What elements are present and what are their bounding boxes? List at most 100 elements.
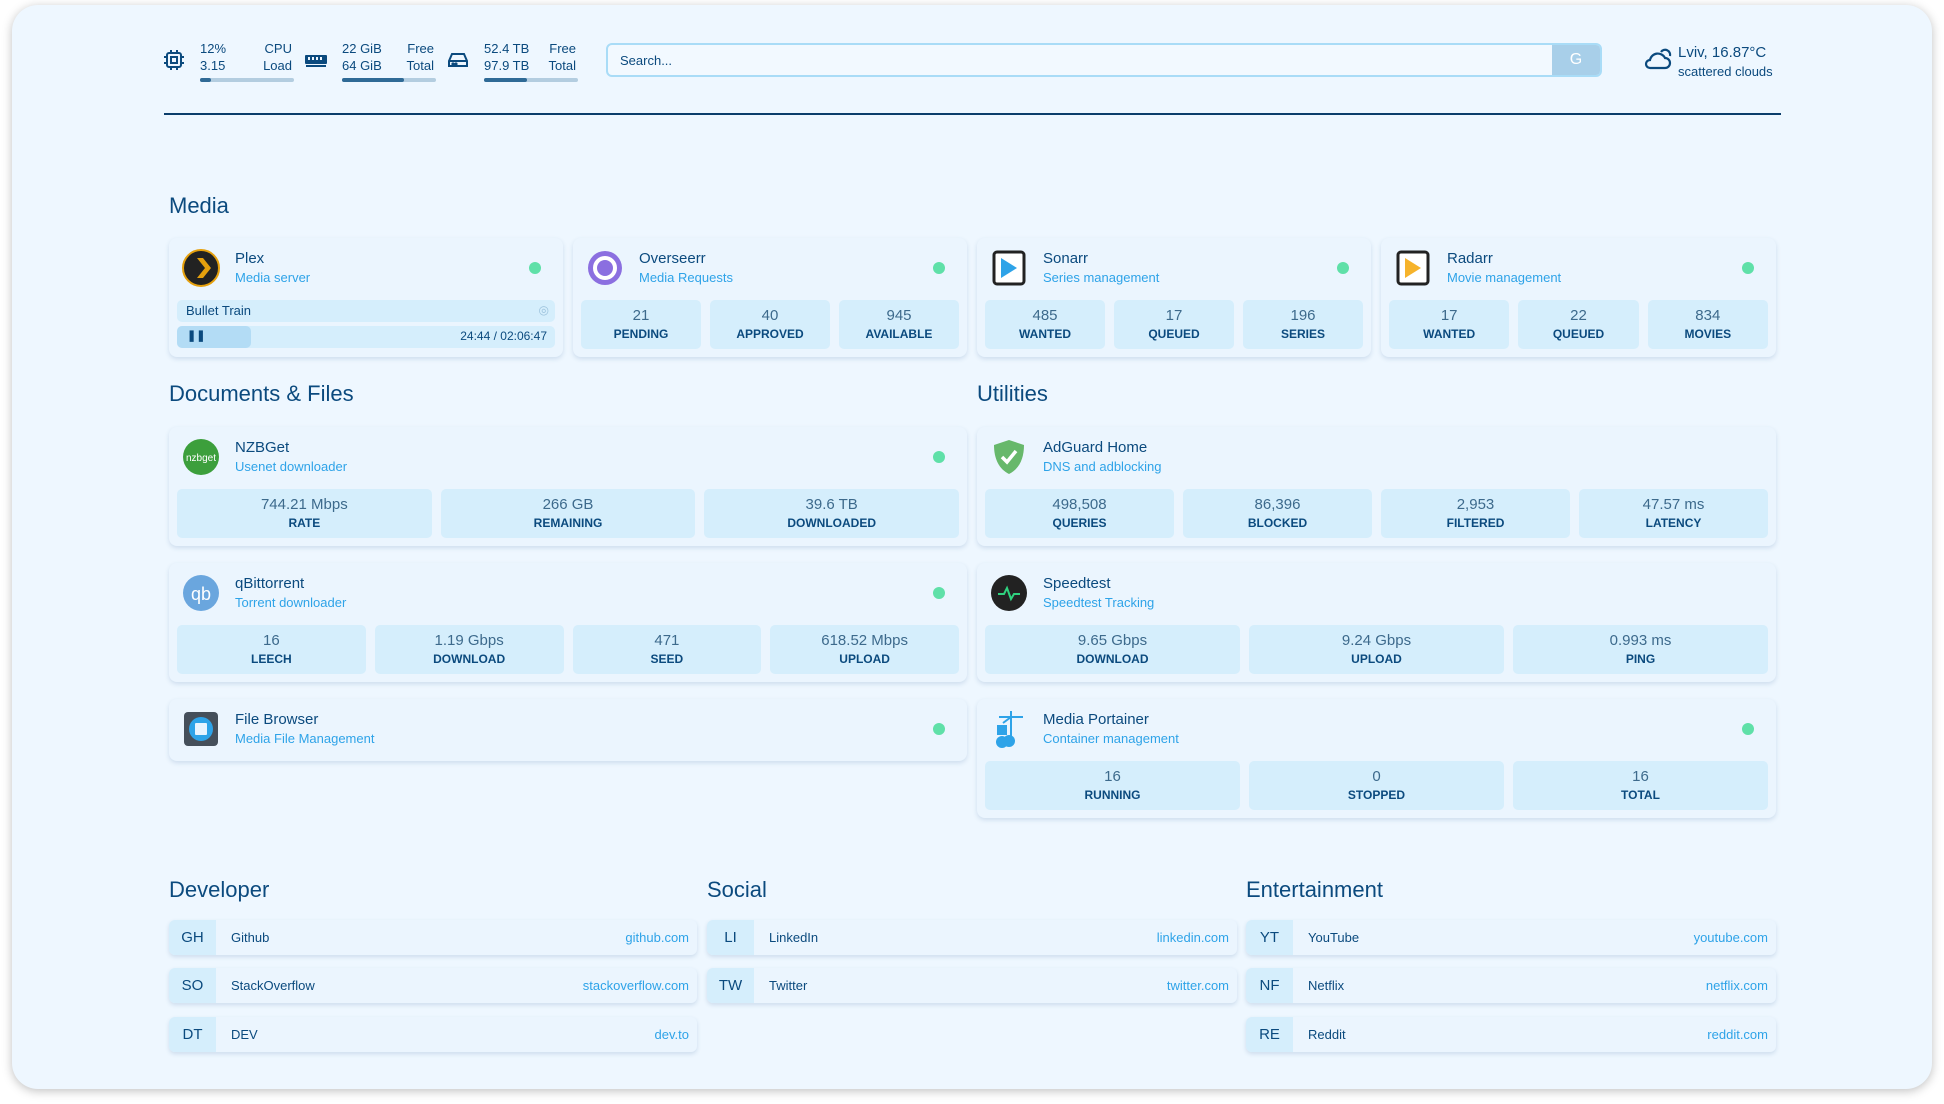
stats-row: 9.65 Gbps DOWNLOAD 9.24 Gbps UPLOAD 0.993 ms…	[985, 625, 1768, 674]
total-label: Total	[548, 58, 576, 73]
portainer-card[interactable]: Media Portainer Container management 16 R…	[977, 699, 1776, 818]
stats-row: 16 LEECH 1.19 Gbps DOWNLOAD 471 SEED 618.52 Mb…	[177, 625, 959, 674]
stat-value: 9.65 Gbps	[1077, 632, 1148, 649]
adguard-icon	[994, 440, 1024, 474]
stat-value: 0	[1372, 768, 1381, 785]
nzbget-card[interactable]: nzbget NZBGet Usenet downloader 744.21 M…	[169, 427, 967, 546]
stat-value: 498,508	[1052, 496, 1107, 513]
google-search-button[interactable]: G	[1552, 45, 1600, 75]
bookmark-github[interactable]: GH Github github.com	[169, 920, 697, 955]
service-title: Plex	[235, 250, 265, 267]
bookmark-stackoverflow[interactable]: SO StackOverflow stackoverflow.com	[169, 968, 697, 1003]
speedtest-card[interactable]: Speedtest Speedtest Tracking 9.65 Gbps DO…	[977, 563, 1776, 682]
stat-block: 266 GB REMAINING	[440, 489, 696, 538]
disk-free: 52.4 TB	[484, 41, 530, 56]
stat-value: 86,396	[1254, 496, 1301, 513]
cpu-load: 3.15	[200, 58, 226, 73]
bookmark-url[interactable]: dev.to	[654, 1027, 689, 1042]
stat-block: 9.65 Gbps DOWNLOAD	[985, 625, 1240, 674]
service-subtitle: Usenet downloader	[235, 459, 348, 474]
stat-value: 16	[1632, 768, 1649, 785]
sonarr-card[interactable]: Sonarr Series management 485 WANTED 17 QUEU…	[977, 238, 1371, 357]
stat-block: 39.6 TB DOWNLOADED	[704, 489, 960, 538]
bookmark-linkedin[interactable]: LI LinkedIn linkedin.com	[707, 920, 1237, 955]
free-label: Free	[549, 41, 576, 56]
speedtest-icon	[991, 575, 1027, 611]
stat-label: QUERIES	[1052, 516, 1107, 530]
qbittorrent-icon: qb	[183, 575, 219, 611]
stat-label: MOVIES	[1684, 327, 1732, 341]
radarr-card[interactable]: Radarr Movie management 17 WANTED 22 QUEUED…	[1381, 238, 1776, 357]
bookmark-abbr: DT	[169, 1017, 216, 1052]
stat-value: 0.993 ms	[1609, 632, 1672, 649]
svg-text:nzbget: nzbget	[186, 453, 216, 464]
bookmark-netflix[interactable]: NF Netflix netflix.com	[1246, 968, 1776, 1003]
overseerr-card[interactable]: Overseerr Media Requests 21 PENDING 40 APPR…	[573, 238, 967, 357]
pause-icon[interactable]: ❚❚	[187, 330, 206, 342]
bar-fill	[484, 78, 528, 82]
service-subtitle: Series management	[1043, 270, 1160, 285]
bookmark-url[interactable]: netflix.com	[1705, 978, 1768, 993]
disk-icon	[448, 53, 468, 67]
status-dot	[1742, 262, 1754, 274]
stat-label: LEECH	[251, 652, 292, 666]
stat-value: 39.6 TB	[805, 496, 858, 513]
disk-bar	[484, 78, 578, 82]
stats-row: 498,508 QUERIES 86,396 BLOCKED 2,953 FILTERED…	[985, 489, 1768, 538]
stat-label: APPROVED	[736, 327, 804, 341]
stat-block: 9.24 Gbps UPLOAD	[1249, 625, 1504, 674]
bookmark-url[interactable]: twitter.com	[1166, 978, 1229, 993]
header-divider	[164, 113, 1781, 115]
cpu-usage: 12%	[200, 41, 227, 56]
stats-row: 17 WANTED 22 QUEUED 834 MOVIES	[1389, 300, 1768, 349]
stat-value: 16	[263, 632, 280, 649]
status-dot	[933, 723, 945, 735]
search-input[interactable]	[608, 45, 1548, 75]
cpu-label: CPU	[264, 41, 292, 56]
radarr-icon	[1396, 250, 1430, 286]
bookmark-reddit[interactable]: RE Reddit reddit.com	[1246, 1017, 1776, 1052]
service-title: File Browser	[235, 711, 319, 728]
disk-total: 97.9 TB	[484, 58, 530, 73]
bookmark-youtube[interactable]: YT YouTube youtube.com	[1246, 920, 1776, 955]
memory-free: 22 GiB	[342, 41, 382, 56]
service-title: Radarr	[1447, 250, 1493, 267]
stat-block: 17 QUEUED	[1114, 300, 1234, 349]
stat-value: 834	[1695, 307, 1721, 324]
section-title-media: Media	[169, 193, 229, 218]
stat-block: 744.21 Mbps RATE	[177, 489, 432, 538]
service-title: qBittorrent	[235, 575, 305, 592]
stat-label: WANTED	[1423, 327, 1476, 341]
stat-label: FILTERED	[1446, 516, 1505, 530]
bookmark-url[interactable]: reddit.com	[1707, 1027, 1768, 1042]
filebrowser-card[interactable]: File Browser Media File Management	[169, 699, 967, 761]
status-dot	[1742, 723, 1754, 735]
stat-value: 485	[1032, 307, 1058, 324]
service-subtitle: Media server	[235, 270, 311, 285]
stat-block: 0.993 ms PING	[1513, 625, 1768, 674]
service-title: Media Portainer	[1043, 711, 1149, 728]
stat-label: REMAINING	[533, 516, 603, 530]
bookmark-dev[interactable]: DT DEV dev.to	[169, 1017, 697, 1052]
bookmark-twitter[interactable]: TW Twitter twitter.com	[707, 968, 1237, 1003]
stat-label: QUEUED	[1148, 327, 1200, 341]
cpu-icon	[164, 50, 184, 70]
stat-value: 22	[1570, 307, 1587, 324]
bookmark-url[interactable]: stackoverflow.com	[582, 978, 689, 993]
sonarr-icon	[992, 250, 1026, 286]
stat-value: 744.21 Mbps	[260, 496, 348, 513]
stat-label: SERIES	[1280, 327, 1325, 341]
plex-card[interactable]: Plex Media server Bullet Train ◎ ❚❚ 24:4…	[169, 238, 563, 357]
bookmark-url[interactable]: linkedin.com	[1156, 930, 1229, 945]
qbittorrent-card[interactable]: qb qBittorrent Torrent downloader 16 LEEC…	[169, 563, 967, 682]
status-dot	[1337, 262, 1349, 274]
stat-value: 196	[1290, 307, 1316, 324]
stat-label: DOWNLOAD	[433, 652, 506, 666]
adguard-card[interactable]: AdGuard Home DNS and adblocking 498,508 Q…	[977, 427, 1776, 546]
stat-block: 2,953 FILTERED	[1381, 489, 1570, 538]
stat-label: UPLOAD	[1351, 652, 1402, 666]
bookmark-url[interactable]: github.com	[625, 930, 689, 945]
bookmark-url[interactable]: youtube.com	[1693, 930, 1768, 945]
stat-block: 485 WANTED	[985, 300, 1105, 349]
stat-block: 498,508 QUERIES	[985, 489, 1174, 538]
